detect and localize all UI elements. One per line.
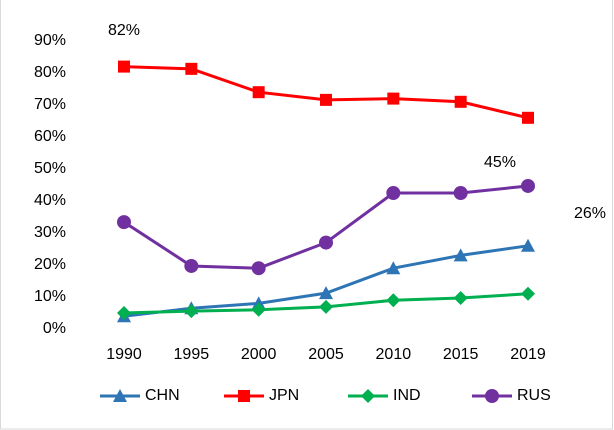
marker — [251, 261, 266, 276]
marker — [185, 62, 198, 75]
marker — [113, 389, 127, 402]
y-tick-label: 20% — [34, 256, 66, 273]
x-tick-label: 1995 — [174, 346, 210, 363]
legend-label: JPN — [269, 387, 299, 404]
y-tick-label: 50% — [34, 160, 66, 177]
x-tick-label: 2015 — [443, 346, 479, 363]
marker — [319, 286, 333, 300]
marker — [453, 186, 468, 200]
y-tick-label: 70% — [34, 96, 66, 113]
marker — [521, 286, 535, 301]
marker — [117, 215, 131, 230]
marker — [251, 302, 266, 317]
marker — [521, 178, 535, 193]
y-tick-label: 0% — [43, 320, 66, 337]
x-tick-label: 2010 — [376, 346, 412, 363]
data-label: 45% — [484, 154, 516, 171]
x-tick-label: 2000 — [241, 346, 277, 363]
y-tick-label: 40% — [34, 192, 66, 209]
marker — [117, 306, 131, 320]
legend-label: CHN — [145, 387, 180, 404]
marker — [319, 235, 333, 250]
x-tick-label: 2005 — [308, 346, 344, 363]
y-tick-label: 80% — [34, 64, 66, 81]
y-tick-label: 30% — [34, 224, 66, 241]
x-tick-label: 2019 — [510, 346, 546, 363]
marker — [319, 299, 333, 314]
legend-label: RUS — [517, 387, 551, 404]
marker — [118, 60, 130, 73]
marker — [454, 95, 467, 108]
marker — [522, 111, 534, 124]
marker — [386, 293, 401, 308]
marker — [453, 290, 468, 305]
marker — [386, 261, 401, 275]
data-label: 82% — [108, 22, 140, 39]
marker — [320, 93, 332, 106]
marker — [184, 304, 199, 319]
y-tick-label: 60% — [34, 128, 66, 145]
marker — [238, 390, 250, 402]
marker — [361, 389, 375, 403]
marker — [485, 389, 499, 403]
marker — [184, 258, 199, 273]
y-tick-label: 10% — [34, 288, 66, 305]
data-label: 26% — [574, 205, 606, 222]
marker — [521, 238, 535, 252]
marker — [453, 248, 468, 262]
marker — [252, 86, 265, 99]
legend-label: IND — [393, 387, 421, 404]
marker — [386, 186, 401, 200]
x-tick-label: 1990 — [106, 346, 142, 363]
y-tick-label: 90% — [34, 32, 66, 49]
marker — [387, 92, 400, 105]
